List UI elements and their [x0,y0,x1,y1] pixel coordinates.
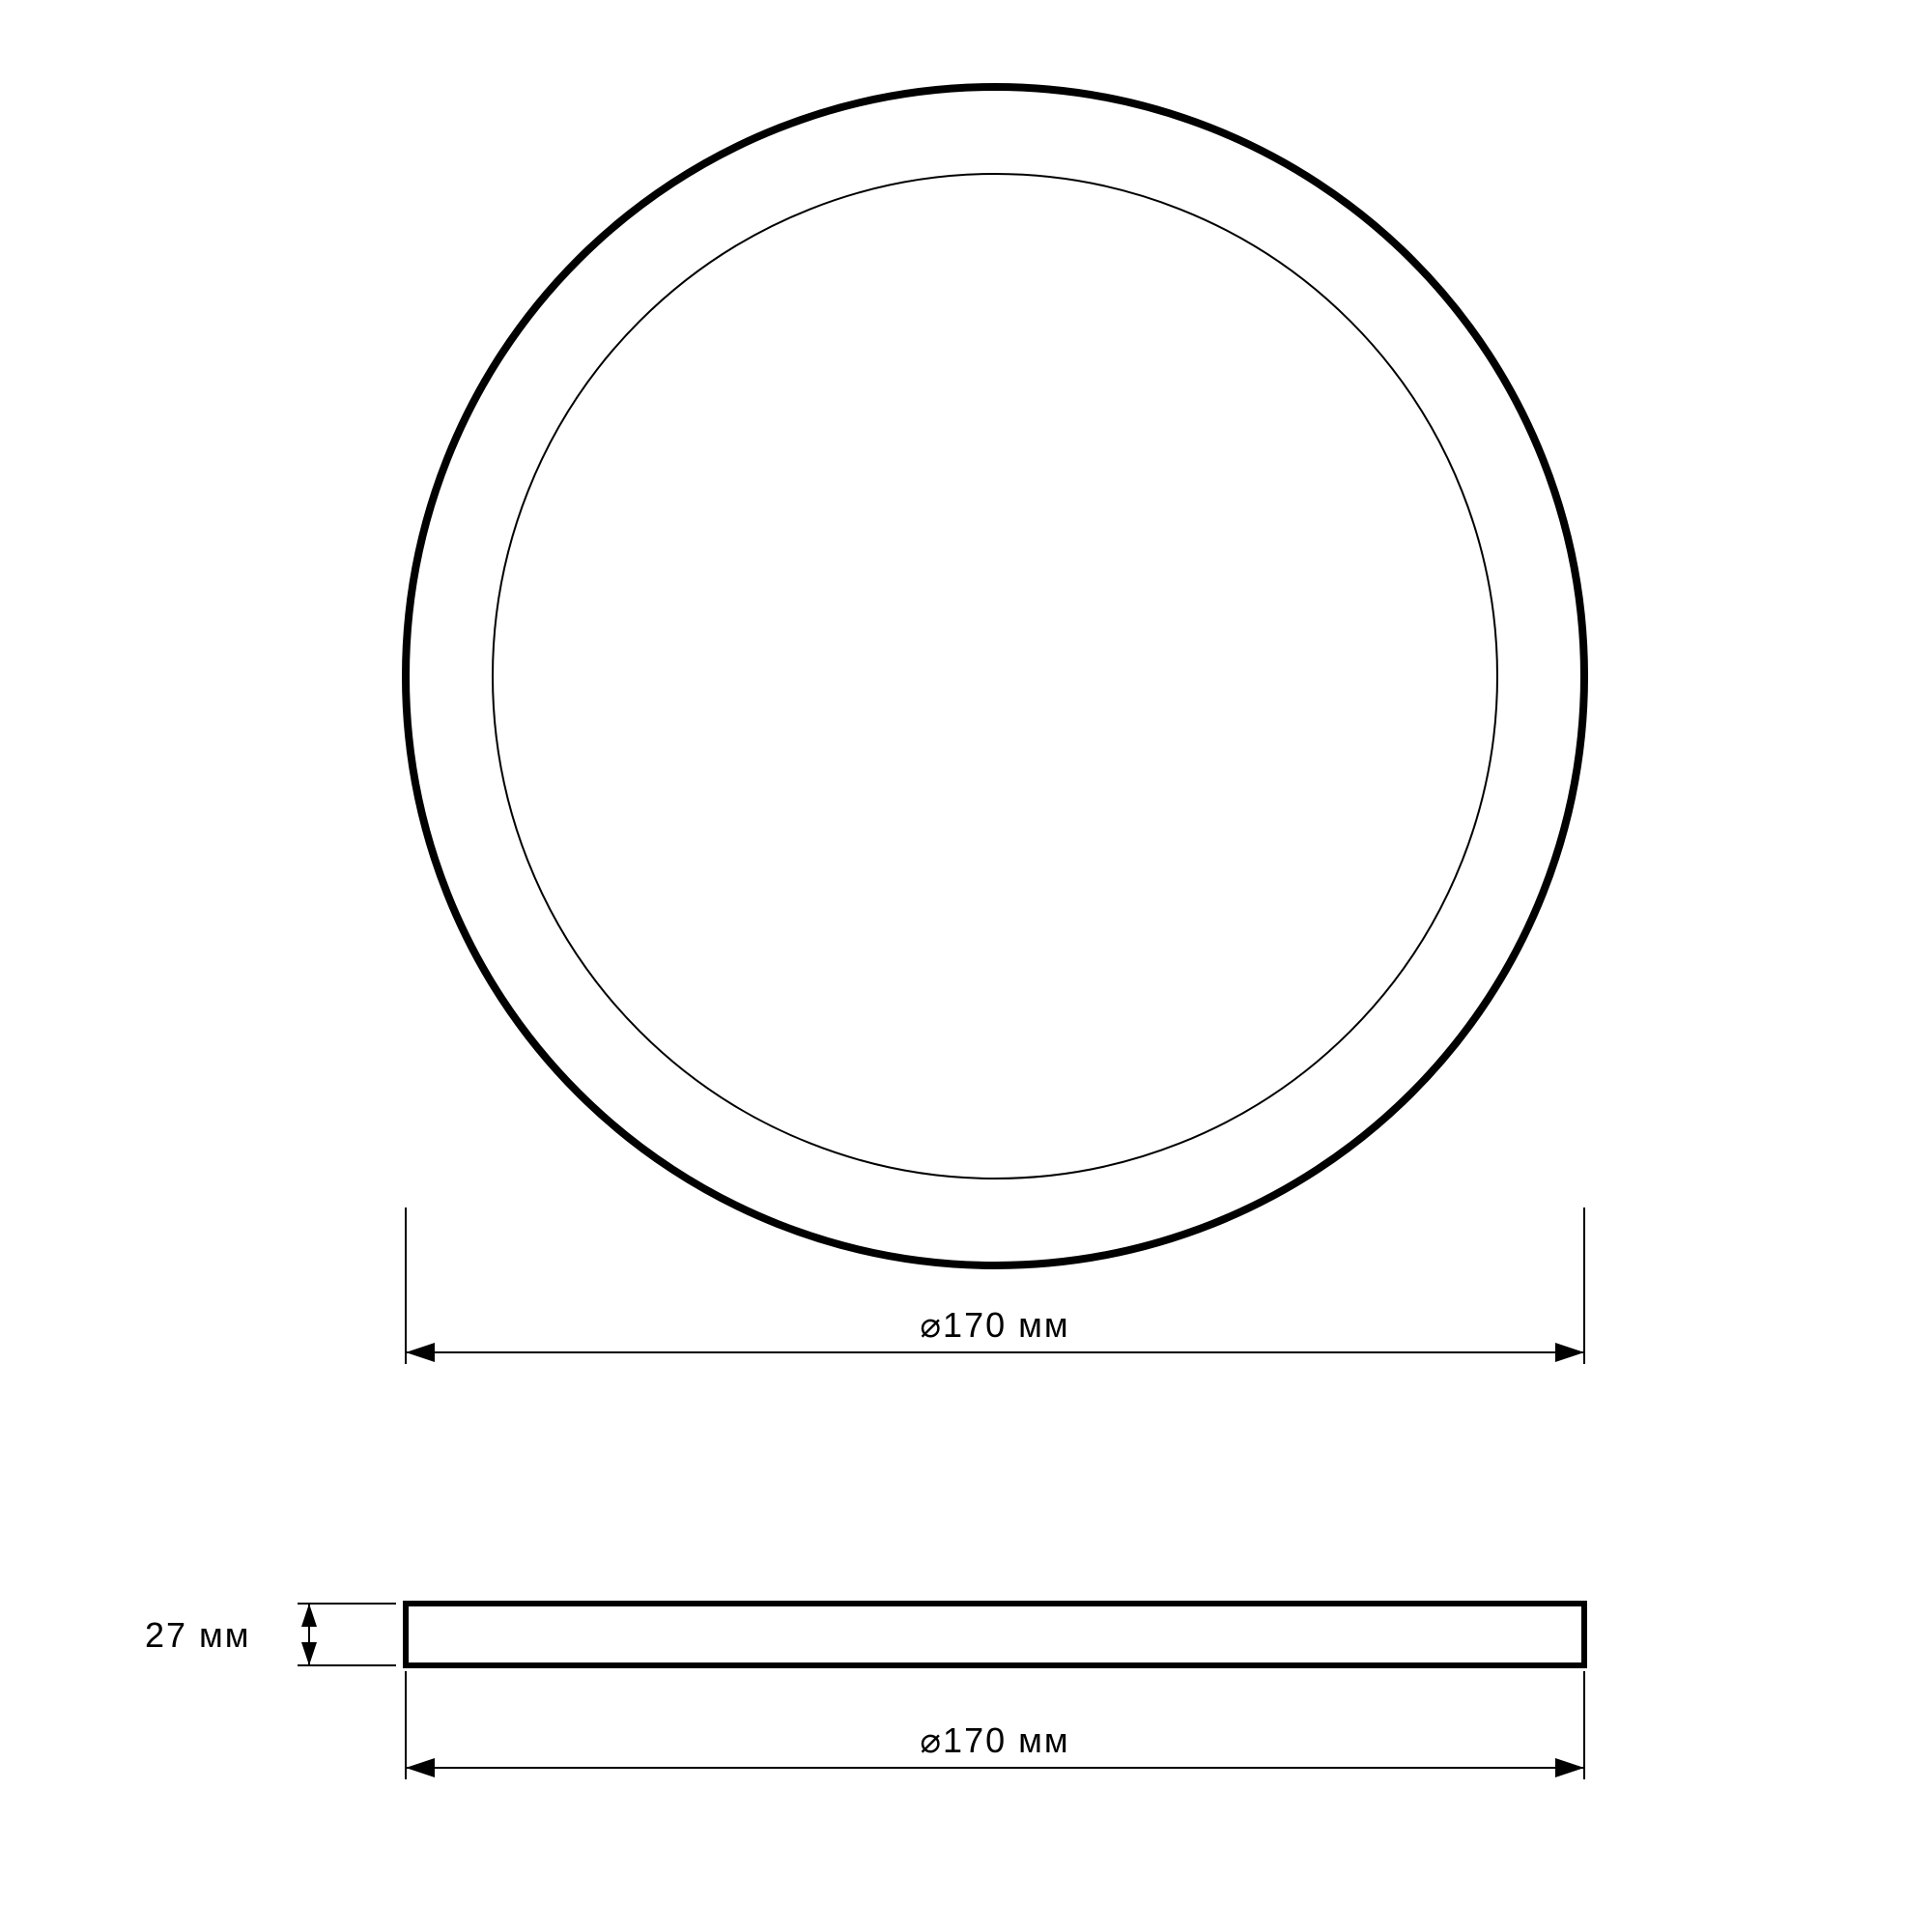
side-width-label: ⌀170 мм [920,1720,1069,1760]
side-view: ⌀170 мм 27 мм [145,1604,1584,1779]
top-diameter-label: ⌀170 мм [920,1305,1069,1345]
top-view: ⌀170 мм [406,87,1584,1364]
inner-circle [493,174,1497,1179]
side-rect [406,1604,1584,1665]
outer-circle [406,87,1584,1265]
side-width-dimension: ⌀170 мм [406,1671,1584,1779]
top-diameter-dimension: ⌀170 мм [406,1208,1584,1364]
side-height-label: 27 мм [145,1615,251,1655]
side-height-dimension: 27 мм [145,1604,396,1665]
